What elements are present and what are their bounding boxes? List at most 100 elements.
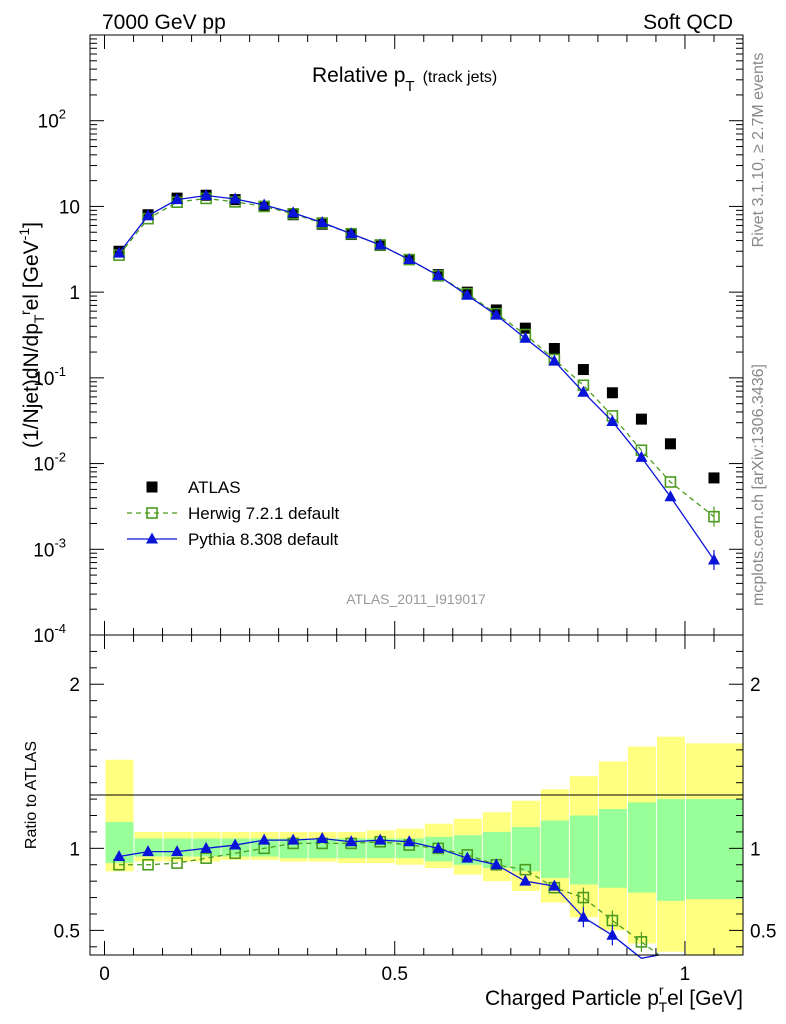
y-tick-label: 10-2 [33, 450, 66, 476]
x-axis-label-sub: T [659, 999, 668, 1015]
analysis-watermark: ATLAS_2011_I919017 [346, 591, 486, 607]
y-axis-label-exp: -1 [16, 228, 32, 241]
y-axis-label: (1/Njet)dN/dpTrel [GeV-1] [16, 222, 47, 448]
ratio-point [490, 858, 503, 870]
data-point [548, 343, 560, 355]
y-axis-label-sup: r [17, 310, 33, 315]
y-tick-label-exp: -4 [54, 621, 66, 636]
ratio-point [200, 852, 212, 864]
ratio-point [287, 833, 300, 845]
y-tick-label-base: 10 [59, 197, 80, 218]
data-point [635, 413, 647, 425]
ratio-point [142, 858, 154, 871]
ratio-point [577, 910, 590, 922]
y-tick-label: 10 [59, 197, 80, 218]
ratio-line [118, 837, 659, 959]
legend: ATLAS Herwig 7.2.1 default Pythia 8.308 de… [127, 478, 339, 549]
mc-point [519, 331, 532, 343]
ratio-tick-label: 0.5 [54, 921, 80, 942]
ratio-point [403, 835, 416, 847]
ratio-band-inner [250, 838, 279, 857]
data-point [519, 322, 531, 334]
mc-point [403, 253, 416, 265]
ratio-tick-label-right: 1 [750, 839, 761, 860]
y-tick-label-base: 10 [33, 455, 54, 476]
chart-title-main: Relative p [312, 64, 405, 87]
x-tick-label: 0.5 [382, 964, 408, 985]
ratio-point [171, 857, 183, 869]
ratio-tick-label-right: 0.5 [750, 921, 776, 942]
y-tick-label-base: 10 [38, 112, 59, 133]
side-label-top: Rivet 3.1.10, ≥ 2.7M events [750, 53, 767, 248]
mc-point [200, 189, 213, 201]
y-tick-label-exp: -2 [54, 450, 66, 465]
x-tick-label: 1 [680, 964, 691, 985]
x-axis-label-suffix: el [GeV] [667, 987, 743, 1010]
ratio-point [171, 845, 184, 857]
header-right: Soft QCD [643, 11, 733, 34]
ratio-point [316, 831, 329, 843]
y-axis-label-close: ] [20, 222, 43, 228]
mc-point [287, 206, 300, 218]
ratio-panel-frame [89, 634, 744, 956]
ratio-band-inner [598, 808, 627, 888]
mc-point [635, 450, 648, 462]
mc-point [171, 193, 184, 205]
y-tick-label-base: 10 [33, 626, 54, 647]
y-tick-label-exp: -3 [54, 535, 66, 550]
mc-point [432, 269, 445, 281]
mc-point [577, 385, 590, 397]
ratio-point [200, 841, 213, 853]
data-point [577, 364, 589, 376]
ratio-axis-label: Ratio to ATLAS [23, 741, 40, 849]
y-axis-label-suffix: el [GeV [20, 240, 43, 310]
ratio-band-inner [366, 838, 395, 859]
legend-marker [146, 507, 158, 519]
mc-point [229, 192, 242, 204]
x-axis-label-sup: r [659, 982, 664, 998]
legend-label: Herwig 7.2.1 default [188, 504, 339, 523]
mc-point [258, 198, 271, 210]
ratio-panel: 0 0.5 1 0.5 0.5 1 1 2 2 [54, 634, 776, 985]
mc-point [664, 476, 677, 488]
y-tick-label-base: 1 [69, 283, 80, 304]
chart-title-sub: T [405, 78, 414, 95]
mc-point [707, 553, 720, 565]
y-tick-label-exp: -1 [54, 364, 66, 379]
data-point [664, 438, 676, 450]
mc-point [142, 209, 155, 221]
y-tick-label-base: 10 [33, 369, 54, 390]
y-tick-label: 10-1 [33, 364, 66, 390]
ratio-tick-label: 1 [69, 839, 80, 860]
ratio-band-inner [685, 799, 743, 900]
series-line [118, 197, 715, 518]
y-axis-label-sub: T [31, 314, 47, 323]
y-tick-label: 10-4 [33, 621, 66, 647]
legend-marker [146, 532, 158, 544]
ratio-point [432, 841, 445, 853]
header-left: 7000 GeV pp [102, 11, 226, 34]
x-axis-label-main: Charged Particle p [485, 987, 659, 1010]
mc-point [374, 238, 387, 250]
x-axis-label: Charged Particle pr Tel [GeV] [485, 982, 743, 1015]
mc-point [708, 510, 720, 523]
chart-title-extra: (track jets) [423, 69, 498, 86]
ratio-point [113, 850, 126, 862]
mc-point [490, 308, 503, 320]
ratio-point [345, 835, 358, 847]
mc-point [113, 246, 126, 258]
ratio-point [229, 838, 242, 850]
ratio-tick-label: 2 [69, 675, 80, 696]
ratio-point [635, 936, 648, 948]
y-axis-label-main: (1/Njet)dN/dp [20, 323, 43, 448]
ratio-point [461, 851, 474, 863]
mc-point [345, 227, 358, 239]
ratio-point [606, 928, 619, 940]
chart-title: Relative pT (track jets) [312, 64, 497, 95]
ratio-band-inner [627, 802, 656, 893]
ratio-band-inner [569, 815, 598, 885]
ratio-tick-label-right: 2 [750, 675, 761, 696]
ratio-point [258, 833, 271, 845]
